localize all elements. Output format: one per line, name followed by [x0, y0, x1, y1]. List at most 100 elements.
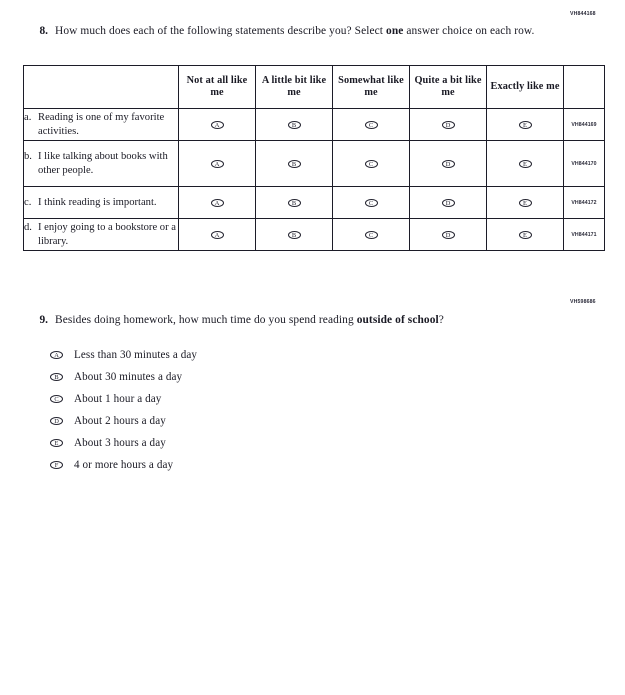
option-bubble-wrap-3[interactable]: C: [50, 395, 72, 403]
option-bubble-wrap-5[interactable]: E: [50, 439, 72, 447]
radio-bubble-q9-2[interactable]: B: [50, 373, 63, 381]
matrix-stem-letter-c: c.: [24, 196, 32, 208]
radio-bubble-q9-5[interactable]: E: [50, 439, 63, 447]
matrix-option-d-2[interactable]: B: [255, 218, 333, 251]
radio-bubble-d-1[interactable]: A: [210, 230, 224, 239]
matrix-stem-b: b. I like talking about books with other…: [23, 140, 179, 187]
matrix-header-a-little-bit-like-me: A little bit like me: [255, 65, 333, 109]
list-item[interactable]: F 4 or more hours a day: [50, 454, 470, 476]
question-8-prompt-part2: answer choice on each row.: [403, 25, 535, 37]
matrix-code-a: VH844169: [563, 108, 605, 141]
radio-bubble-q9-4[interactable]: D: [50, 417, 63, 425]
table-row: c. I think reading is important. A B C D…: [23, 186, 605, 219]
option-label-2: About 30 minutes a day: [74, 371, 183, 383]
question-8-prompt-emphasis: one: [386, 25, 404, 37]
list-item[interactable]: E About 3 hours a day: [50, 432, 470, 454]
option-bubble-wrap-2[interactable]: B: [50, 373, 72, 381]
matrix-option-c-2[interactable]: B: [255, 186, 333, 219]
matrix-stem-d: d. I enjoy going to a bookstore or a lib…: [23, 218, 179, 251]
table-row: d. I enjoy going to a bookstore or a lib…: [23, 218, 605, 251]
matrix-option-b-3[interactable]: C: [332, 140, 410, 187]
table-row: a. Reading is one of my favorite activit…: [23, 108, 605, 141]
radio-bubble-d-2[interactable]: B: [287, 230, 301, 239]
matrix-header-somewhat-like-me: Somewhat like me: [332, 65, 410, 109]
radio-bubble-c-1[interactable]: A: [210, 198, 224, 207]
question-8-matrix-table: Not at all like me A little bit like me …: [23, 65, 605, 251]
matrix-option-a-3[interactable]: C: [332, 108, 410, 141]
matrix-option-b-1[interactable]: A: [178, 140, 256, 187]
question-9-option-list: A Less than 30 minutes a day B About 30 …: [50, 344, 470, 476]
radio-bubble-q9-6[interactable]: F: [50, 461, 63, 469]
option-label-6: 4 or more hours a day: [74, 459, 174, 471]
matrix-header-exactly-like-me: Exactly like me: [486, 65, 564, 109]
radio-bubble-q9-3[interactable]: C: [50, 395, 63, 403]
radio-bubble-a-4[interactable]: D: [441, 120, 455, 129]
question-9-number: 9.: [39, 314, 48, 326]
option-bubble-wrap-4[interactable]: D: [50, 417, 72, 425]
matrix-option-c-5[interactable]: E: [486, 186, 564, 219]
matrix-header-not-at-all-like-me: Not at all like me: [178, 65, 256, 109]
radio-bubble-c-2[interactable]: B: [287, 198, 301, 207]
matrix-option-a-1[interactable]: A: [178, 108, 256, 141]
option-label-5: About 3 hours a day: [74, 437, 166, 449]
matrix-stem-text-a: Reading is one of my favorite activities…: [38, 112, 165, 137]
matrix-option-d-4[interactable]: D: [409, 218, 487, 251]
radio-bubble-b-2[interactable]: B: [287, 159, 301, 168]
matrix-header-code-column: [563, 65, 605, 109]
matrix-option-d-3[interactable]: C: [332, 218, 410, 251]
option-bubble-wrap-1[interactable]: A: [50, 351, 72, 359]
radio-bubble-b-5[interactable]: E: [518, 159, 532, 168]
option-label-4: About 2 hours a day: [74, 415, 166, 427]
radio-bubble-a-5[interactable]: E: [518, 120, 532, 129]
matrix-option-c-3[interactable]: C: [332, 186, 410, 219]
matrix-stem-letter-b: b.: [24, 151, 32, 163]
option-bubble-wrap-6[interactable]: F: [50, 461, 72, 469]
question-9-prompt-part1: Besides doing homework, how much time do…: [55, 314, 357, 326]
radio-bubble-b-1[interactable]: A: [210, 159, 224, 168]
option-label-1: Less than 30 minutes a day: [74, 349, 198, 361]
matrix-option-b-4[interactable]: D: [409, 140, 487, 187]
radio-bubble-a-1[interactable]: A: [210, 120, 224, 129]
radio-bubble-c-3[interactable]: C: [364, 198, 378, 207]
matrix-option-a-5[interactable]: E: [486, 108, 564, 141]
question-9-prompt-emphasis: outside of school: [356, 314, 439, 326]
list-item[interactable]: D About 2 hours a day: [50, 410, 470, 432]
matrix-option-b-5[interactable]: E: [486, 140, 564, 187]
matrix-option-d-5[interactable]: E: [486, 218, 564, 251]
matrix-stem-c: c. I think reading is important.: [23, 186, 179, 219]
matrix-header-blank: [23, 65, 179, 109]
question-8-block: 8. How much does each of the following s…: [28, 24, 558, 40]
list-item[interactable]: A Less than 30 minutes a day: [50, 344, 470, 366]
radio-bubble-a-3[interactable]: C: [364, 120, 378, 129]
radio-bubble-d-4[interactable]: D: [441, 230, 455, 239]
question-9-prompt-part2: ?: [438, 314, 444, 326]
option-label-3: About 1 hour a day: [74, 393, 162, 405]
radio-bubble-a-2[interactable]: B: [287, 120, 301, 129]
matrix-code-c: VH844172: [563, 186, 605, 219]
matrix-option-c-1[interactable]: A: [178, 186, 256, 219]
list-item[interactable]: B About 30 minutes a day: [50, 366, 470, 388]
matrix-stem-text-b: I like talking about books with other pe…: [38, 151, 168, 176]
matrix-option-d-1[interactable]: A: [178, 218, 256, 251]
matrix-stem-letter-a: a.: [24, 112, 32, 124]
radio-bubble-q9-1[interactable]: A: [50, 351, 63, 359]
matrix-option-c-4[interactable]: D: [409, 186, 487, 219]
matrix-option-a-4[interactable]: D: [409, 108, 487, 141]
item-code-question-8: VH844168: [570, 11, 596, 17]
radio-bubble-d-3[interactable]: C: [364, 230, 378, 239]
matrix-option-b-2[interactable]: B: [255, 140, 333, 187]
list-item[interactable]: C About 1 hour a day: [50, 388, 470, 410]
radio-bubble-c-4[interactable]: D: [441, 198, 455, 207]
matrix-stem-a: a. Reading is one of my favorite activit…: [23, 108, 179, 141]
radio-bubble-c-5[interactable]: E: [518, 198, 532, 207]
item-code-question-9: VH598686: [570, 299, 596, 305]
radio-bubble-b-4[interactable]: D: [441, 159, 455, 168]
matrix-option-a-2[interactable]: B: [255, 108, 333, 141]
question-8-prompt-part1: How much does each of the following stat…: [55, 25, 387, 37]
table-row: b. I like talking about books with other…: [23, 140, 605, 187]
question-8-number: 8.: [39, 25, 48, 37]
matrix-code-d: VH844171: [563, 218, 605, 251]
radio-bubble-b-3[interactable]: C: [364, 159, 378, 168]
radio-bubble-d-5[interactable]: E: [518, 230, 532, 239]
